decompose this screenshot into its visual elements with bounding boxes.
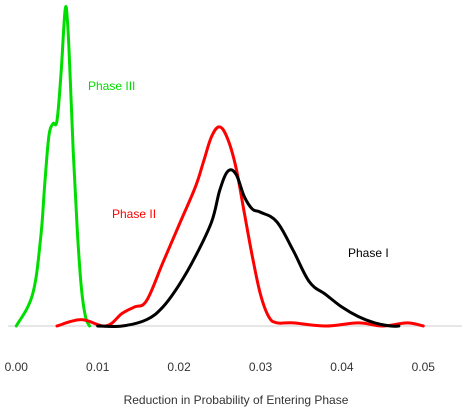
x-tick-label: 0.00 (5, 360, 29, 374)
phase-iii-density-curve (14, 5, 92, 328)
phase-iii-label: Phase III (88, 79, 135, 93)
series-labels: Phase III Phase II Phase I (88, 79, 389, 260)
x-tick-label: 0.02 (167, 360, 191, 374)
phase-ii-label: Phase II (112, 207, 156, 221)
x-tick-label: 0.04 (330, 360, 354, 374)
phase-i-label: Phase I (348, 246, 389, 260)
x-tick-label: 0.05 (412, 360, 436, 374)
series-curves (14, 5, 425, 329)
x-tick-labels: 0.00 0.01 0.02 0.03 0.04 0.05 (5, 360, 436, 374)
phase-i-density-curve (96, 168, 401, 329)
x-axis-title: Reduction in Probability of Entering Pha… (124, 393, 349, 407)
phase-ii-density-curve (55, 125, 425, 328)
x-tick-label: 0.01 (86, 360, 110, 374)
x-tick-label: 0.03 (249, 360, 273, 374)
